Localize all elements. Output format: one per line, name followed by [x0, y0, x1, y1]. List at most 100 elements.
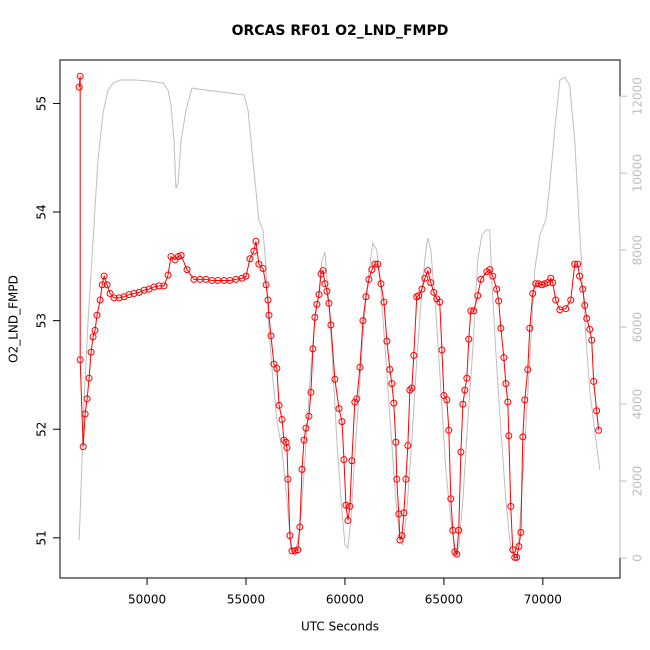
data-point [110, 294, 118, 302]
data-point [567, 296, 575, 304]
y-tick-label: 55 [35, 96, 49, 111]
data-point [576, 272, 584, 280]
y-tick-label: 52 [35, 422, 49, 437]
data-point [296, 523, 304, 531]
data-point [386, 365, 394, 373]
data-point [579, 285, 587, 293]
data-point [313, 300, 321, 308]
data-point [368, 266, 376, 274]
data-point [103, 281, 111, 289]
data-point [130, 289, 138, 297]
data-point [406, 386, 414, 394]
data-point [325, 299, 333, 307]
data-point [298, 465, 306, 473]
data-point [174, 253, 182, 261]
data-point [140, 286, 148, 294]
data-point [453, 550, 461, 558]
data-point [390, 399, 398, 407]
data-point [98, 281, 106, 289]
data-point [327, 321, 335, 329]
data-point [83, 395, 91, 403]
data-point [457, 448, 465, 456]
data-point [265, 311, 273, 319]
x-tick-label: 50000 [128, 593, 166, 607]
data-point [291, 547, 299, 555]
y-tick-label: 51 [35, 530, 49, 545]
data-point [93, 311, 101, 319]
data-point [342, 501, 350, 509]
data-point [549, 279, 557, 287]
data-point [155, 282, 163, 290]
data-point [262, 281, 270, 289]
y2-tick-label: 10000 [631, 154, 645, 192]
data-point [470, 307, 478, 315]
data-point [562, 305, 570, 313]
data-point [76, 72, 84, 80]
data-point [511, 553, 519, 561]
data-point [392, 438, 400, 446]
y2-tick-label: 6000 [631, 312, 645, 343]
data-point [307, 388, 315, 396]
data-point [275, 401, 283, 409]
data-point [513, 553, 521, 561]
y2-tick-label: 4000 [631, 389, 645, 420]
data-point [467, 307, 475, 315]
data-point [115, 294, 123, 302]
data-point [504, 398, 512, 406]
y2-tick-label: 0 [631, 554, 645, 562]
data-point [259, 265, 267, 273]
data-point [410, 351, 418, 359]
y2-tick-label: 2000 [631, 466, 645, 497]
data-point [177, 251, 185, 259]
data-point [374, 260, 382, 268]
data-point [359, 317, 367, 325]
data-point [305, 412, 313, 420]
data-point [526, 324, 534, 332]
data-point [581, 301, 589, 309]
data-point [396, 536, 404, 544]
data-point [371, 260, 379, 268]
data-point [89, 333, 97, 341]
data-point [302, 424, 310, 432]
data-point [267, 332, 275, 340]
data-point [380, 298, 388, 306]
data-point [489, 272, 497, 280]
y-tick-label: 54 [35, 204, 49, 219]
chart-title: ORCAS RF01 O2_LND_FMPD [232, 23, 449, 39]
data-point [362, 293, 370, 301]
x-tick-label: 55000 [227, 593, 265, 607]
data-point [238, 274, 246, 282]
data-point [461, 386, 469, 394]
data-point [519, 433, 527, 441]
data-point [377, 280, 385, 288]
data-point [393, 475, 401, 483]
data-point [507, 502, 515, 510]
x-axis-label: UTC Seconds [301, 620, 379, 634]
data-point [321, 280, 329, 288]
data-point [252, 237, 260, 245]
data-point [250, 247, 258, 255]
data-point [294, 546, 302, 554]
data-point [348, 457, 356, 465]
data-point [595, 426, 603, 434]
data-point [529, 289, 537, 297]
data-point [547, 274, 555, 282]
data-point [459, 400, 467, 408]
x-tick-label: 65000 [425, 593, 463, 607]
data-point [415, 292, 423, 300]
data-point [404, 442, 412, 450]
data-point [588, 336, 596, 344]
data-point [398, 532, 406, 540]
data-point [353, 395, 361, 403]
data-point [571, 260, 579, 268]
data-point [286, 532, 294, 540]
data-point [509, 546, 517, 554]
data-point [574, 260, 582, 268]
data-point [331, 375, 339, 383]
data-point [273, 364, 281, 372]
data-point [590, 377, 598, 385]
data-point [125, 291, 133, 299]
data-point [402, 475, 410, 483]
data-point [311, 313, 319, 321]
y2-tick-label: 8000 [631, 235, 645, 266]
